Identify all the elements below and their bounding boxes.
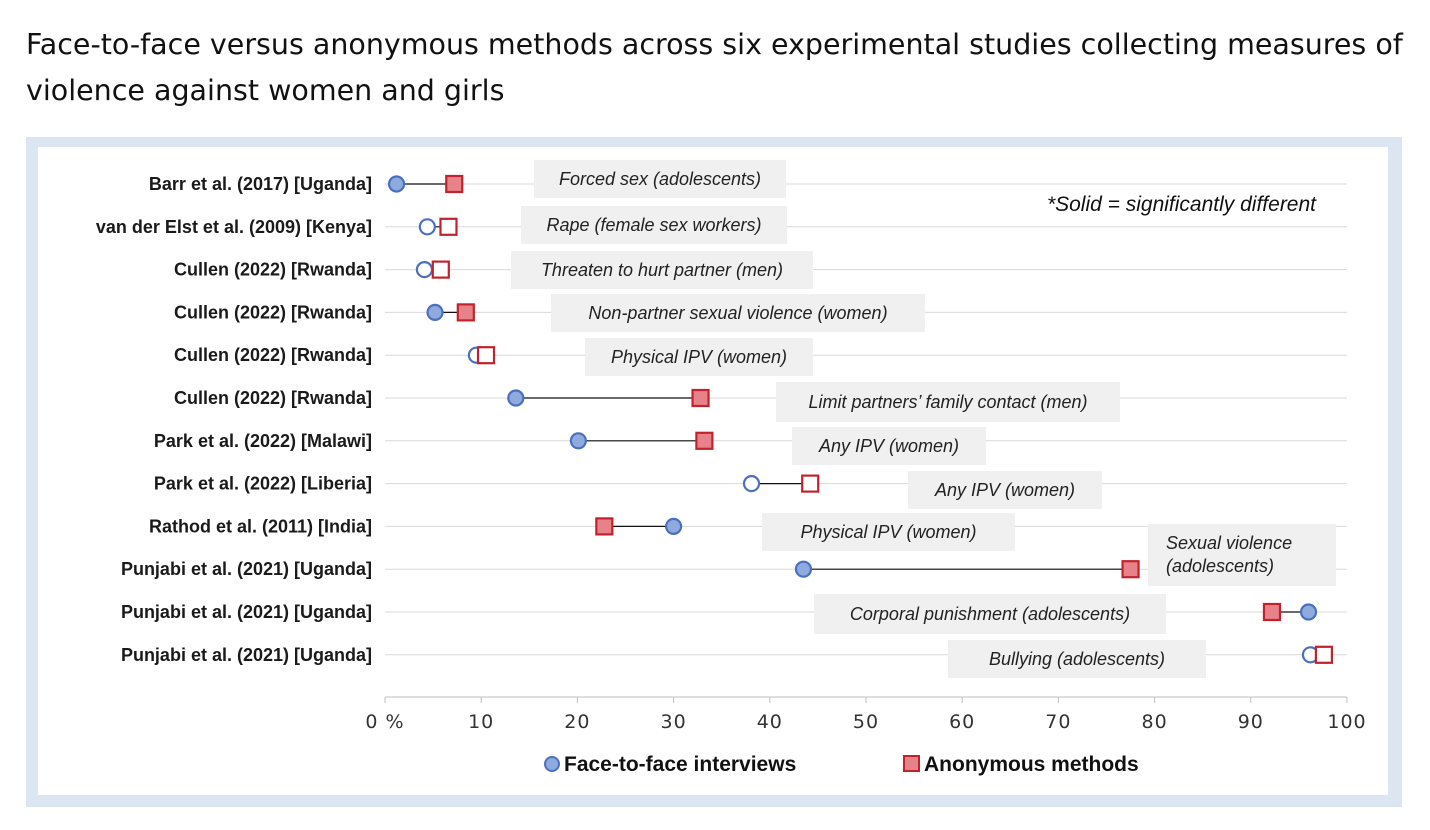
annotation-text: Non-partner sexual violence (women) [588, 303, 887, 323]
face-to-face-point [415, 260, 434, 279]
annotation-text: Any IPV (women) [818, 436, 959, 456]
face-to-face-point [794, 560, 813, 578]
row-label: Park et al. (2022) [Malawi] [154, 431, 372, 451]
anonymous-point [595, 517, 614, 536]
x-tick-label: 60 [949, 711, 975, 733]
anonymous-point [1262, 602, 1282, 622]
anonymous-point [476, 346, 496, 365]
legend-face-marker [544, 756, 560, 772]
significance-note: *Solid = significantly different [1047, 193, 1317, 216]
anonymous-point [801, 474, 820, 493]
face-to-face-point [507, 389, 525, 407]
x-tick-label: 20 [564, 711, 590, 733]
row-label: Cullen (2022) [Rwanda] [174, 388, 372, 408]
face-to-face-point [569, 432, 587, 450]
row-label: Punjabi et al. (2021) [Uganda] [121, 645, 372, 665]
face-to-face-point [742, 475, 761, 493]
anonymous-point [439, 217, 458, 236]
annotation-box [534, 160, 786, 198]
face-to-face-point [387, 175, 406, 193]
anonymous-point [445, 174, 464, 194]
x-tick-label: 30 [661, 711, 687, 733]
x-tick-label: 70 [1045, 711, 1071, 733]
face-to-face-point [1299, 603, 1318, 621]
annotation-box [511, 251, 813, 289]
anonymous-point [1121, 560, 1140, 579]
x-tick-label: 0 % [365, 711, 404, 733]
row-label: Park et al. (2022) [Liberia] [154, 474, 372, 494]
row-label: Cullen (2022) [Rwanda] [174, 345, 372, 365]
face-to-face-point [664, 517, 683, 535]
annotation-text: Any IPV (women) [934, 480, 1075, 500]
x-tick-label: 10 [468, 711, 494, 733]
annotation-box [585, 338, 813, 376]
row-label: Punjabi et al. (2021) [Uganda] [121, 602, 372, 622]
annotation-box [776, 382, 1120, 422]
legend-face-label: Face-to-face interviews [564, 753, 796, 776]
annotation-box [948, 640, 1206, 678]
annotation-text: Physical IPV (women) [611, 347, 787, 367]
annotation-box [908, 471, 1102, 509]
annotation-box [551, 294, 925, 332]
x-tick-label: 50 [853, 711, 879, 733]
annotation-box [762, 513, 1015, 551]
annotation-text: Corporal punishment (adolescents) [850, 604, 1130, 624]
annotation-text: Forced sex (adolescents) [559, 169, 761, 189]
annotation-text: Bullying (adolescents) [989, 649, 1165, 669]
annotation-box [521, 206, 787, 244]
annotation-text: Rape (female sex workers) [546, 215, 761, 235]
dumbbell-chart: Forced sex (adolescents) Rape (female sex… [96, 160, 1366, 776]
x-tick-label: 90 [1238, 711, 1264, 733]
annotation-text: Threaten to hurt partner (men) [541, 260, 783, 280]
x-tick-label: 40 [757, 711, 783, 733]
row-label: Cullen (2022) [Rwanda] [174, 302, 372, 322]
chart-frame: Forced sex (adolescents) Rape (female sex… [26, 137, 1402, 807]
anonymous-point [691, 388, 710, 408]
anonymous-point [695, 431, 714, 450]
annotation-box [1148, 524, 1336, 586]
row-label: Rathod et al. (2011) [India] [149, 516, 372, 536]
annotation-text-line2: (adolescents) [1166, 556, 1274, 576]
legend-anon-marker [903, 755, 920, 772]
annotation-text: Physical IPV (women) [800, 522, 976, 542]
anonymous-point [431, 260, 450, 279]
x-tick-label: 100 [1327, 711, 1366, 733]
annotation-text: Limit partners’ family contact (men) [808, 392, 1087, 412]
face-to-face-point [418, 218, 436, 236]
face-to-face-point [426, 303, 444, 321]
chart-title: Face-to-face versus anonymous methods ac… [26, 28, 1403, 107]
row-label: Punjabi et al. (2021) [Uganda] [121, 559, 372, 579]
row-label: van der Elst et al. (2009) [Kenya] [96, 217, 372, 237]
chart-panel: Forced sex (adolescents) Rape (female sex… [38, 147, 1388, 795]
legend-anon-label: Anonymous methods [924, 753, 1139, 776]
annotation-box [792, 427, 986, 465]
row-label: Barr et al. (2017) [Uganda] [149, 174, 372, 194]
x-tick-label: 80 [1142, 711, 1168, 733]
anonymous-point [456, 303, 475, 322]
annotation-text-line1: Sexual violence [1166, 533, 1292, 553]
anonymous-point [1314, 645, 1334, 664]
annotation-box [814, 594, 1166, 634]
row-label: Cullen (2022) [Rwanda] [174, 260, 372, 280]
